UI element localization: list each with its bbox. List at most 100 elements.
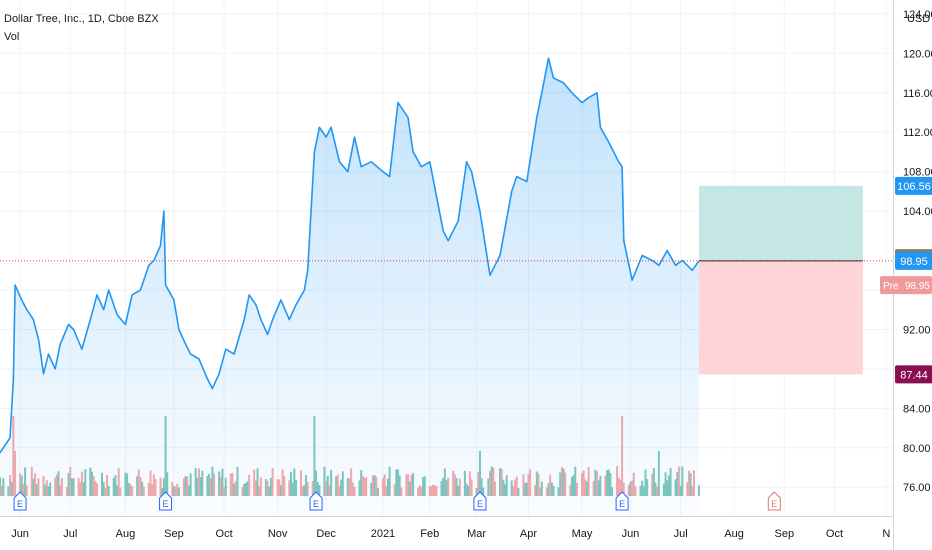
price-point <box>280 299 282 301</box>
time-tick-label[interactable]: Jul <box>63 528 77 540</box>
price-series <box>0 57 893 516</box>
earnings-badge <box>309 491 323 511</box>
price-tick-label: 120.00 <box>903 48 932 60</box>
price-axis[interactable]: 124.00120.00116.00112.00108.00104.0096.0… <box>880 0 932 550</box>
price-point <box>675 264 677 266</box>
price-tick-label: 108.00 <box>903 167 932 179</box>
price-point <box>9 437 11 439</box>
time-tick-label[interactable]: Jun <box>622 528 640 540</box>
price-point <box>470 171 473 173</box>
volume-indicator-label[interactable]: Vol <box>4 31 20 43</box>
price-point <box>116 314 118 316</box>
price-point <box>499 254 501 257</box>
time-tick-label[interactable]: Aug <box>116 528 136 540</box>
price-point <box>631 279 633 281</box>
price-point <box>412 151 414 153</box>
price-point <box>131 294 133 296</box>
price-point <box>243 318 245 321</box>
chart-legend: Dollar Tree, Inc., 1D, Cboe BZX Vol <box>4 10 159 46</box>
time-tick-label[interactable]: Oct <box>216 528 233 540</box>
price-point <box>295 304 297 306</box>
price-point <box>21 299 23 301</box>
time-tick-label[interactable]: Mar <box>467 528 486 540</box>
price-point <box>511 190 513 192</box>
symbol-title[interactable]: Dollar Tree, Inc., 1D, Cboe BZX <box>4 13 159 25</box>
premarket-prefix: Pre <box>883 281 899 292</box>
price-point <box>389 175 391 178</box>
loss-zone <box>699 260 863 375</box>
price-point <box>623 240 625 242</box>
price-point <box>248 294 250 296</box>
price-point <box>382 171 384 173</box>
stop-price-label[interactable]: 87.44 <box>900 369 928 381</box>
price-point <box>658 264 660 266</box>
volume-bar <box>698 485 701 496</box>
time-tick-label[interactable]: Sep <box>164 528 184 540</box>
target-price-label[interactable]: 106.56 <box>897 181 931 193</box>
time-axis[interactable]: Jun Jul Aug Sep Oct Nov Dec 2021 Feb Mar Apr May Jun… <box>0 516 893 541</box>
earnings-marker[interactable]: E <box>473 491 487 511</box>
price-point <box>159 245 162 247</box>
price-point <box>641 254 643 257</box>
price-point <box>526 180 528 183</box>
price-area <box>0 58 699 516</box>
time-tick-label[interactable]: Jul <box>674 528 688 540</box>
price-point <box>225 348 227 350</box>
time-tick-label[interactable]: Nov <box>268 528 288 540</box>
earnings-marker[interactable]: E <box>309 491 323 511</box>
price-point <box>397 102 399 104</box>
price-point <box>489 274 491 276</box>
price-point <box>457 220 459 222</box>
price-point <box>608 141 610 143</box>
price-point <box>442 230 444 232</box>
time-tick-label[interactable]: Jun <box>11 528 29 540</box>
price-point <box>185 343 187 345</box>
price-point <box>12 378 14 380</box>
earnings-marker[interactable]: E <box>615 491 629 511</box>
earnings-marker[interactable]: E <box>767 491 781 511</box>
price-point <box>47 353 50 355</box>
time-tick-label[interactable]: May <box>572 528 593 540</box>
price-point <box>429 161 431 163</box>
price-point <box>72 328 75 331</box>
earnings-letter: E <box>619 499 625 509</box>
price-point <box>103 309 105 311</box>
time-tick-label[interactable]: Oct <box>826 528 843 540</box>
price-point <box>198 358 200 360</box>
price-point <box>479 210 481 212</box>
time-tick-label[interactable]: Feb <box>420 528 439 540</box>
price-tick-label: 76.00 <box>903 482 931 494</box>
time-tick-label[interactable]: Aug <box>724 528 744 540</box>
price-point <box>163 210 165 212</box>
earnings-marker[interactable]: E <box>13 491 27 511</box>
earnings-marker[interactable]: E <box>159 491 173 511</box>
price-tick-label: 104.00 <box>903 206 932 218</box>
time-tick-label[interactable]: Apr <box>520 528 537 540</box>
price-point <box>666 249 668 252</box>
price-point <box>37 338 40 340</box>
price-line <box>0 57 700 454</box>
earnings-badge <box>767 491 781 511</box>
price-tick-label: 80.00 <box>903 443 931 455</box>
time-tick-label[interactable]: N <box>882 528 890 540</box>
price-point <box>0 452 1 454</box>
price-point <box>547 57 550 59</box>
price-point <box>173 299 175 301</box>
price-point <box>571 92 573 94</box>
time-tick-label[interactable]: Dec <box>316 528 336 540</box>
price-point <box>325 136 327 138</box>
time-tick-label[interactable]: Sep <box>775 528 795 540</box>
time-tick-label[interactable]: 2021 <box>371 528 395 540</box>
price-point <box>14 284 16 286</box>
price-point <box>260 318 262 321</box>
price-point <box>32 318 35 321</box>
earnings-badge <box>13 491 27 511</box>
price-point <box>370 161 372 163</box>
price-tick-label: 84.00 <box>903 403 931 415</box>
price-point <box>42 373 45 375</box>
price-point <box>164 284 167 286</box>
last-price-label[interactable]: 98.95 <box>900 256 928 268</box>
price-point <box>541 92 543 94</box>
